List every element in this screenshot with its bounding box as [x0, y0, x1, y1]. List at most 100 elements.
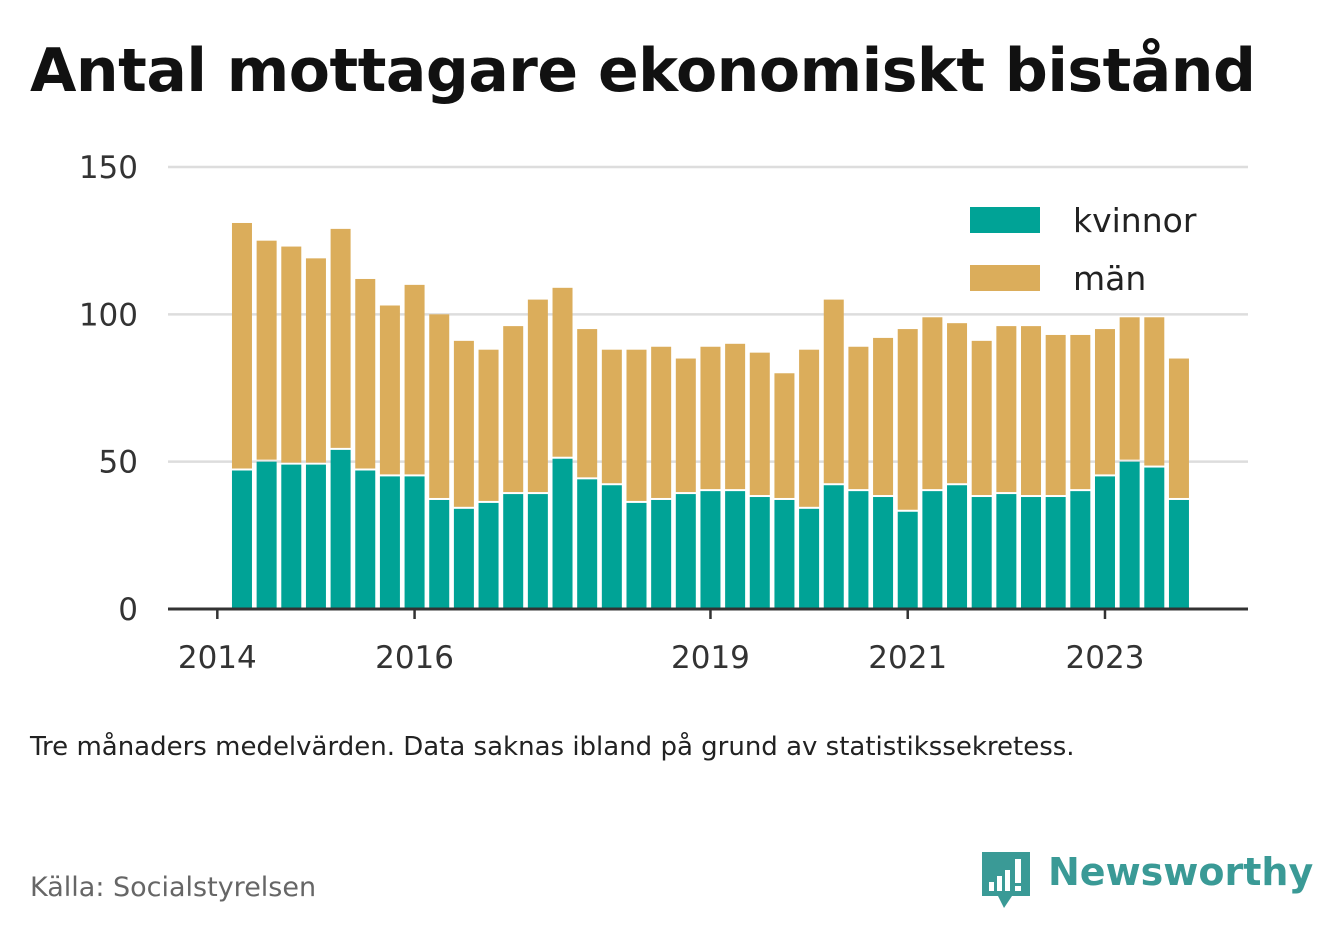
bar-man [404, 284, 425, 475]
bar-man [1070, 334, 1091, 490]
bar-man [897, 329, 918, 510]
bar-kvinnor [577, 479, 598, 609]
bar-man [256, 240, 277, 460]
bar-kvinnor [774, 499, 795, 609]
legend-swatch-man [970, 265, 1040, 291]
chart-note: Tre månaders medelvärden. Data saknas ib… [30, 732, 1075, 762]
x-tick-label: 2021 [868, 640, 947, 676]
bar-kvinnor [552, 458, 573, 609]
bar-kvinnor [305, 464, 326, 609]
bar-man [799, 349, 820, 507]
bar-man [379, 305, 400, 475]
bar-kvinnor [1168, 499, 1189, 609]
bar-kvinnor [1094, 476, 1115, 609]
brand-name: Newsworthy [1048, 850, 1314, 894]
bar-man [626, 349, 647, 501]
bar-kvinnor [897, 511, 918, 609]
bar-man [996, 326, 1017, 493]
bar-man [330, 228, 351, 448]
legend-label-kvinnor: kvinnor [1073, 201, 1197, 240]
bar-kvinnor [601, 485, 622, 609]
bar-man [749, 352, 770, 496]
bar-man [1094, 329, 1115, 475]
bar-kvinnor [1045, 497, 1066, 609]
bar-man [971, 340, 992, 496]
bar-kvinnor [626, 502, 647, 609]
bar-man [601, 349, 622, 484]
bar-kvinnor [848, 491, 869, 609]
bar-man [1045, 334, 1066, 496]
bar-kvinnor [527, 494, 548, 609]
bar-kvinnor [355, 470, 376, 609]
bar-kvinnor [1070, 491, 1091, 609]
bar-kvinnor [996, 494, 1017, 609]
bar-man [305, 258, 326, 463]
source-credit: Källa: Socialstyrelsen [30, 872, 317, 903]
brand-logo[interactable]: Newsworthy [980, 850, 1313, 912]
bar-man [429, 314, 450, 498]
bar-man [1168, 358, 1189, 498]
x-tick-label: 2014 [178, 640, 257, 676]
bar-man [503, 326, 524, 493]
legend: kvinnor män [970, 201, 1197, 298]
bar-man [281, 246, 302, 463]
y-tick-label: 100 [79, 297, 138, 333]
bar-kvinnor [1021, 497, 1042, 609]
bar-man [774, 373, 795, 498]
bars [231, 222, 1189, 609]
bar-kvinnor [1119, 461, 1140, 609]
bar-kvinnor [453, 508, 474, 609]
x-tick-label: 2016 [375, 640, 454, 676]
bar-kvinnor [429, 499, 450, 609]
bar-kvinnor [700, 491, 721, 609]
bar-kvinnor [478, 502, 499, 609]
bar-man [453, 340, 474, 507]
bar-man [478, 349, 499, 501]
bar-man [922, 317, 943, 490]
bar-man [700, 346, 721, 490]
bar-kvinnor [330, 449, 351, 609]
bar-man [355, 278, 376, 469]
bar-man [231, 222, 252, 469]
y-tick-labels: 0 50 100 150 [79, 150, 138, 628]
bar-kvinnor [503, 494, 524, 609]
bar-man [947, 323, 968, 484]
y-tick-label: 0 [118, 592, 138, 628]
legend-label-man: män [1073, 259, 1146, 298]
bar-man [725, 343, 746, 490]
bar-kvinnor [873, 497, 894, 609]
bar-kvinnor [749, 497, 770, 609]
bar-man [823, 299, 844, 484]
x-tick-label: 2019 [671, 640, 750, 676]
bar-man [1021, 326, 1042, 496]
bar-chart-logo-icon [982, 852, 1030, 908]
bar-kvinnor [971, 497, 992, 609]
bar-man [848, 346, 869, 490]
bar-kvinnor [256, 461, 277, 609]
bar-kvinnor [1144, 467, 1165, 609]
bar-man [651, 346, 672, 498]
bar-kvinnor [799, 508, 820, 609]
bar-man [873, 337, 894, 496]
bar-man [675, 358, 696, 493]
bar-man [1144, 317, 1165, 466]
chart-title: Antal mottagare ekonomiskt bistånd [30, 36, 1256, 106]
bar-kvinnor [725, 491, 746, 609]
bar-man [552, 287, 573, 457]
y-tick-label: 150 [79, 150, 138, 186]
legend-swatch-kvinnor [970, 207, 1040, 233]
bar-man [1119, 317, 1140, 460]
bar-man [577, 329, 598, 478]
bar-kvinnor [379, 476, 400, 609]
bar-kvinnor [231, 470, 252, 609]
x-ticks: 2014 2016 2019 2021 2023 [178, 609, 1145, 676]
bar-kvinnor [947, 485, 968, 609]
bar-kvinnor [404, 476, 425, 609]
bar-kvinnor [823, 485, 844, 609]
bar-kvinnor [675, 494, 696, 609]
bar-kvinnor [922, 491, 943, 609]
bar-chart: 0 50 100 150 2014 2016 2019 2021 2023 kvinnor m… [79, 150, 1248, 676]
bar-kvinnor [281, 464, 302, 609]
x-tick-label: 2023 [1066, 640, 1145, 676]
bar-kvinnor [651, 499, 672, 609]
